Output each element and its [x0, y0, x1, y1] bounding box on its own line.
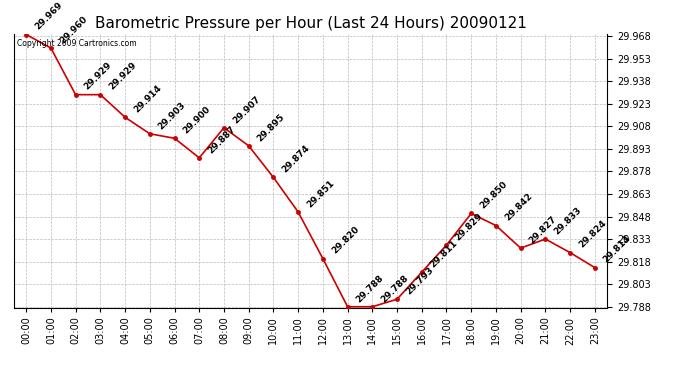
Text: 29.850: 29.850	[478, 180, 509, 211]
Text: 29.842: 29.842	[503, 192, 534, 223]
Text: 29.907: 29.907	[231, 94, 262, 125]
Text: 29.814: 29.814	[602, 234, 633, 265]
Text: 29.793: 29.793	[404, 266, 435, 297]
Text: 29.887: 29.887	[206, 124, 237, 155]
Text: 29.811: 29.811	[428, 238, 460, 269]
Text: 29.824: 29.824	[577, 219, 608, 250]
Title: Barometric Pressure per Hour (Last 24 Hours) 20090121: Barometric Pressure per Hour (Last 24 Ho…	[95, 16, 526, 31]
Text: 29.788: 29.788	[355, 273, 386, 304]
Text: 29.820: 29.820	[330, 225, 361, 256]
Text: 29.914: 29.914	[132, 83, 163, 114]
Text: 29.788: 29.788	[380, 273, 411, 304]
Text: 29.827: 29.827	[528, 214, 559, 245]
Text: 29.900: 29.900	[181, 105, 213, 135]
Text: 29.929: 29.929	[83, 61, 114, 92]
Text: 29.929: 29.929	[107, 61, 139, 92]
Text: 29.895: 29.895	[255, 112, 286, 143]
Text: 29.960: 29.960	[58, 14, 89, 45]
Text: 29.969: 29.969	[33, 1, 64, 32]
Text: 29.851: 29.851	[305, 178, 336, 209]
Text: Copyright 2009 Cartronics.com: Copyright 2009 Cartronics.com	[17, 39, 137, 48]
Text: 29.829: 29.829	[453, 211, 484, 242]
Text: 29.833: 29.833	[552, 206, 583, 236]
Text: 29.874: 29.874	[280, 144, 311, 175]
Text: 29.903: 29.903	[157, 100, 188, 131]
